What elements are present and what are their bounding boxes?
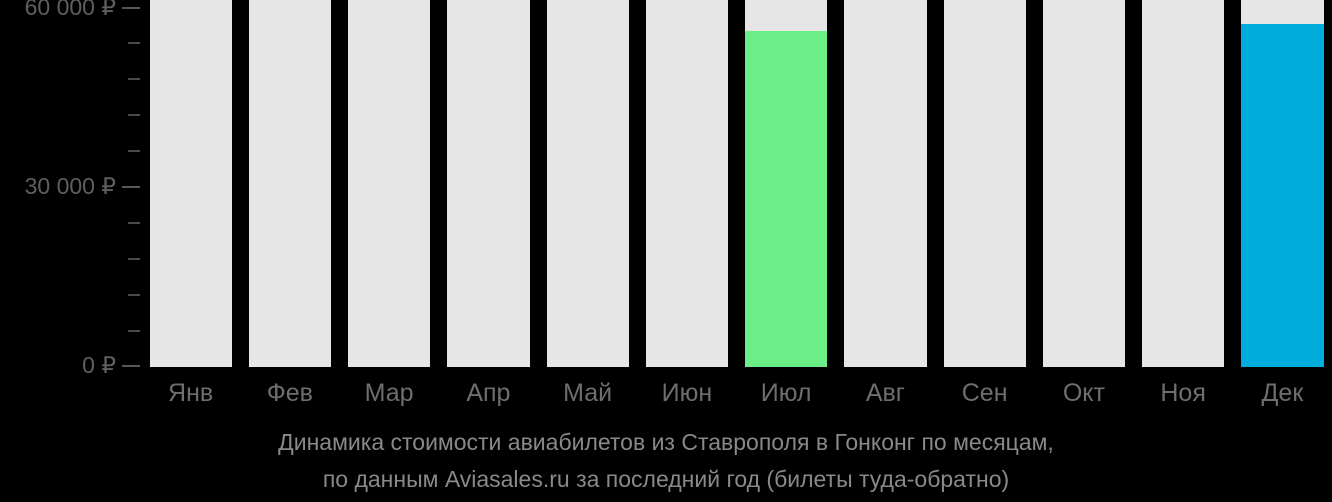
bar-track	[1142, 0, 1225, 367]
y-axis-minor-tick-mark	[128, 150, 140, 152]
bar-track	[1042, 0, 1125, 367]
y-axis-minor-tick-mark	[128, 330, 140, 332]
y-axis-tick-label: 0 ₽	[82, 352, 116, 378]
x-axis-label-апр: Апр	[466, 379, 511, 407]
bar-column[interactable]	[1042, 0, 1125, 367]
y-axis-tick-label: 60 000 ₽	[24, 0, 116, 20]
x-axis: Янв Фев Мар Апр Май Июн Июл Авг Сен Окт Ноя Дек	[141, 367, 1332, 419]
x-axis-label-авг: Авг	[865, 379, 905, 407]
caption-line-source: по данным Aviasales.ru за последний год …	[322, 466, 1010, 492]
caption-line-title: Динамика стоимости авиабилетов из Ставро…	[278, 429, 1054, 455]
bar-column[interactable]	[348, 0, 431, 367]
bar-track	[348, 0, 431, 367]
y-axis-tick-mark	[122, 186, 140, 188]
bar-column[interactable]	[248, 0, 331, 367]
bar-track	[447, 0, 530, 367]
y-axis-minor-tick-mark	[128, 222, 140, 224]
bar-track	[546, 0, 629, 367]
x-axis-label-июн: Июн	[661, 379, 713, 407]
bar-track	[844, 0, 927, 367]
bar-track	[149, 0, 232, 367]
x-axis-label-сен: Сен	[961, 379, 1008, 407]
bar-column[interactable]	[745, 0, 828, 367]
bar-column[interactable]	[943, 0, 1026, 367]
bar-column[interactable]	[645, 0, 728, 367]
bar-column[interactable]	[1142, 0, 1225, 367]
y-axis-minor-tick-mark	[128, 114, 140, 116]
x-axis-label-янв: Янв	[168, 379, 214, 407]
bar-column[interactable]	[447, 0, 530, 367]
bar-track	[248, 0, 331, 367]
chart-caption: Динамика стоимости авиабилетов из Ставро…	[0, 424, 1332, 498]
y-axis-tick-mark	[122, 365, 140, 367]
bar-column[interactable]	[546, 0, 629, 367]
x-axis-label-июл: Июл	[760, 379, 812, 407]
bar-value[interactable]	[745, 30, 828, 367]
y-axis-minor-tick-mark	[128, 294, 140, 296]
bar-track	[943, 0, 1026, 367]
y-axis-tick-mark	[122, 7, 140, 9]
x-axis-label-ноя: Ноя	[1160, 379, 1206, 407]
bar-column[interactable]	[844, 0, 927, 367]
x-axis-label-май: Май	[563, 379, 613, 407]
x-axis-label-мар: Мар	[364, 379, 414, 407]
bar-column[interactable]	[1241, 0, 1324, 367]
y-axis-tick-label: 30 000 ₽	[24, 173, 116, 199]
bar-value[interactable]	[1241, 24, 1324, 367]
x-axis-label-фев: Фев	[266, 379, 313, 407]
bar-track	[645, 0, 728, 367]
bar-series	[141, 0, 1332, 367]
x-axis-label-дек: Дек	[1261, 379, 1304, 407]
y-axis-minor-tick-mark	[128, 42, 140, 44]
y-axis: 60 000 ₽ 30 000 ₽	[0, 0, 141, 380]
plot-area	[141, 0, 1332, 367]
bar-column[interactable]	[149, 0, 232, 367]
x-axis-label-окт: Окт	[1062, 379, 1105, 407]
y-axis-minor-tick-mark	[128, 78, 140, 80]
y-axis-minor-tick-mark	[128, 258, 140, 260]
